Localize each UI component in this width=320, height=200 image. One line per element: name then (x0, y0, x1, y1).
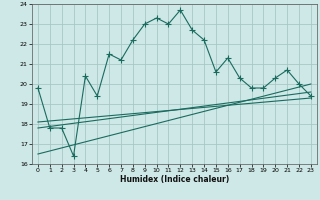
X-axis label: Humidex (Indice chaleur): Humidex (Indice chaleur) (120, 175, 229, 184)
